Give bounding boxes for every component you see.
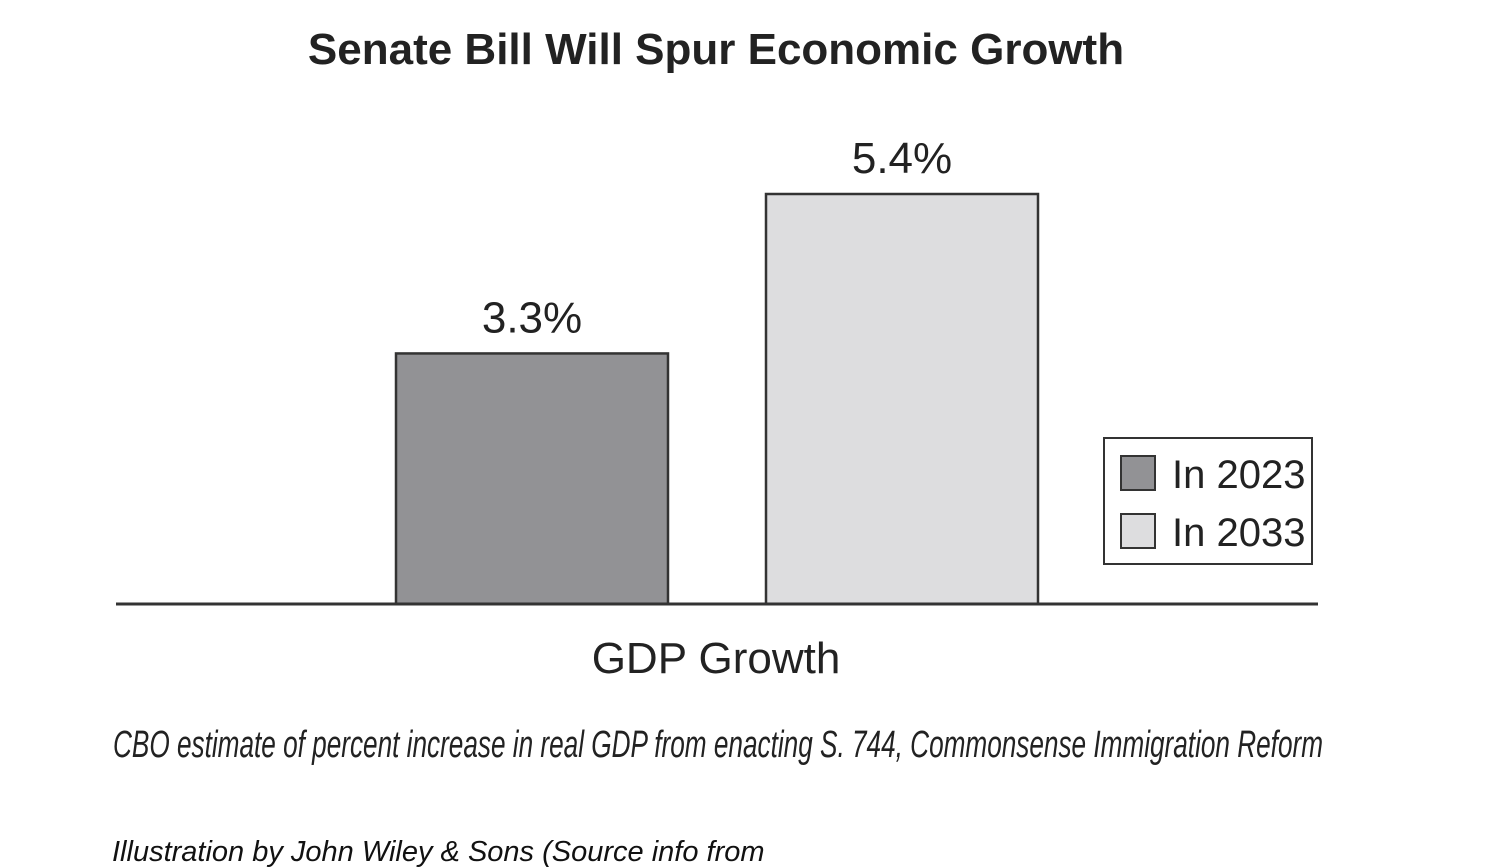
- x-axis-label: GDP Growth: [592, 634, 841, 683]
- legend-label-2033: In 2033: [1172, 511, 1305, 555]
- chart-title: Senate Bill Will Spur Economic Growth: [308, 25, 1124, 74]
- legend-label-2023: In 2023: [1172, 453, 1305, 497]
- chart-caption: CBO estimate of percent increase in real…: [113, 724, 1323, 766]
- legend-swatch-2023: [1120, 455, 1156, 491]
- legend: In 2023 In 2033: [1103, 437, 1313, 565]
- legend-swatch-2033: [1120, 513, 1156, 549]
- value-label-in-2023: 3.3%: [482, 293, 582, 342]
- bars-layer: [394, 192, 1040, 606]
- value-labels-layer: 3.3% 5.4%: [482, 134, 952, 342]
- bar-in-2023: [394, 352, 670, 606]
- illustration-credit: Illustration by John Wiley & Sons (Sourc…: [112, 836, 765, 868]
- value-label-in-2033: 5.4%: [852, 134, 952, 183]
- bar-in-2033: [764, 192, 1040, 606]
